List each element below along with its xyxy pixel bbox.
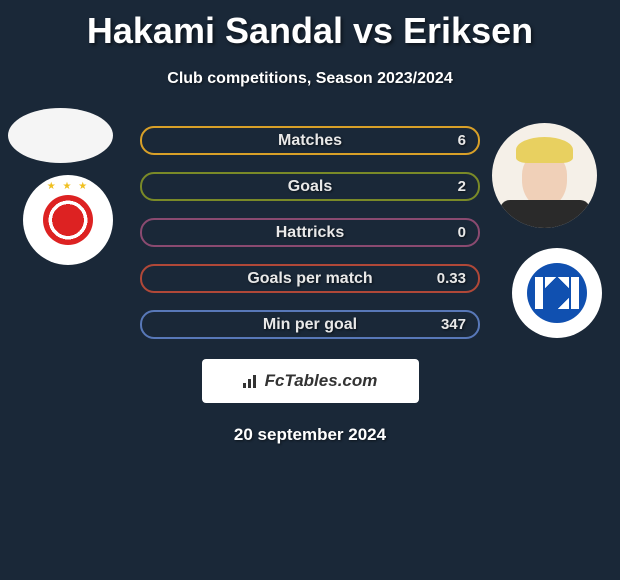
- stat-row: Matches 6: [0, 126, 620, 155]
- branding-text: FcTables.com: [265, 371, 378, 391]
- stat-value-right: 6: [458, 132, 466, 149]
- stat-label: Hattricks: [142, 224, 478, 242]
- branding-badge: FcTables.com: [202, 359, 419, 403]
- subtitle: Club competitions, Season 2023/2024: [0, 70, 620, 88]
- stat-pill-goals: Goals 2: [140, 172, 480, 201]
- date-text: 20 september 2024: [0, 425, 620, 445]
- stat-pill-matches: Matches 6: [140, 126, 480, 155]
- stat-label: Goals: [142, 178, 478, 196]
- page-title: Hakami Sandal vs Eriksen: [0, 0, 620, 52]
- stat-label: Matches: [142, 132, 478, 150]
- stat-row: Goals per match 0.33: [0, 264, 620, 293]
- stat-label: Min per goal: [142, 316, 478, 334]
- stat-pill-min-per-goal: Min per goal 347: [140, 310, 480, 339]
- stat-row: Min per goal 347: [0, 310, 620, 339]
- stat-value-right: 2: [458, 178, 466, 195]
- stat-value-right: 347: [441, 316, 466, 333]
- stat-value-right: 0.33: [437, 270, 466, 287]
- stat-value-right: 0: [458, 224, 466, 241]
- stat-pill-goals-per-match: Goals per match 0.33: [140, 264, 480, 293]
- bar-chart-icon: [243, 374, 261, 388]
- stats-list: Matches 6 Goals 2 Hattricks 0 Goals per …: [0, 126, 620, 339]
- stat-label: Goals per match: [142, 270, 478, 288]
- stat-pill-hattricks: Hattricks 0: [140, 218, 480, 247]
- stat-row: Hattricks 0: [0, 218, 620, 247]
- stat-row: Goals 2: [0, 172, 620, 201]
